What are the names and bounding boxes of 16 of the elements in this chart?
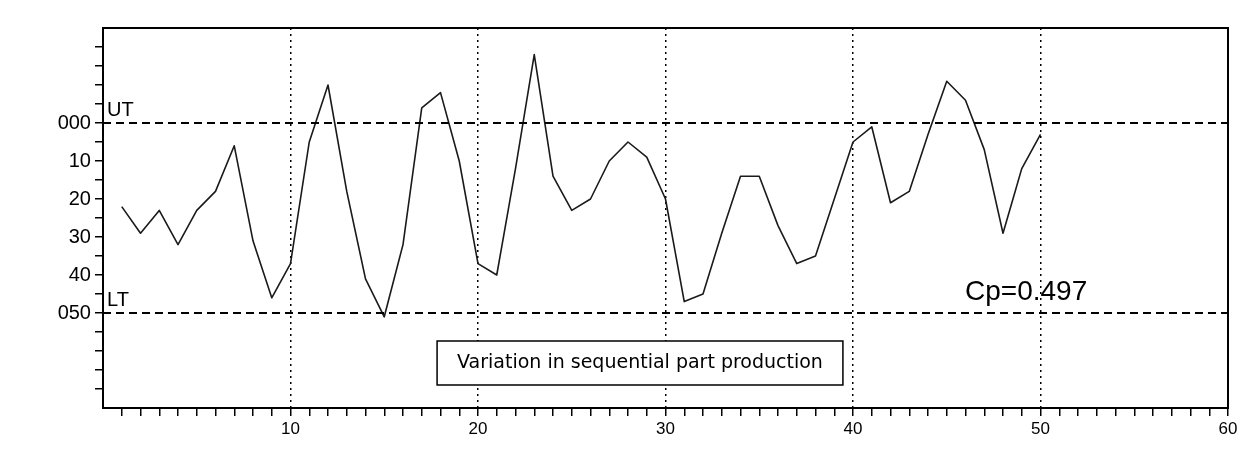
y-tick-label: 40 [68, 262, 91, 285]
y-tick-label: 050 [57, 300, 91, 323]
x-tick-label: 60 [1218, 418, 1238, 438]
x-tick-label: 50 [1031, 418, 1050, 438]
ref-line-label: UT [107, 97, 134, 120]
y-tick-label: 10 [68, 148, 91, 171]
x-tick-label: 40 [843, 418, 863, 438]
annotation: Variation in sequential part production [457, 349, 823, 372]
x-tick-label: 10 [281, 418, 300, 438]
y-tick-label: 000 [57, 110, 91, 133]
y-tick-label: 20 [68, 186, 91, 209]
y-tick-label: 30 [68, 224, 91, 247]
ref-line-label: LT [107, 287, 129, 310]
x-tick-label: 20 [468, 418, 488, 438]
x-tick-label: 30 [656, 418, 675, 438]
annotation: Cp=0.497 [965, 274, 1088, 306]
